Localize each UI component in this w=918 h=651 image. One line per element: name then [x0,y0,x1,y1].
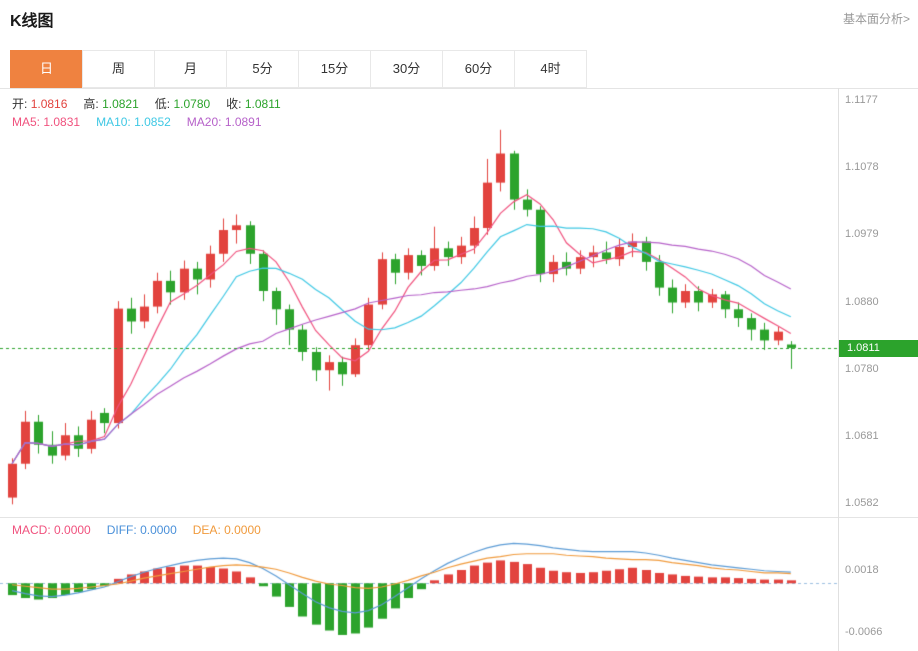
ohlc-readout: 开: 1.0816 高: 1.0821 低: 1.0780 收: 1.0811 [12,95,281,112]
macd-canvas[interactable] [0,517,838,651]
price-axis-label: 1.1177 [845,94,878,106]
low-label: 低: [154,97,171,111]
ma-readout: MA5: 1.0831 MA10: 1.0852 MA20: 1.0891 [12,115,262,129]
tab-15分[interactable]: 15分 [298,50,371,88]
price-axis-label: 1.0582 [845,497,879,509]
macd-readout: MACD: 0.0000 DIFF: 0.0000 DEA: 0.0000 [12,523,261,537]
ma10-pair: MA10: 1.0852 [96,115,171,129]
ma10-value: 1.0852 [134,115,171,129]
tab-月[interactable]: 月 [154,50,227,88]
ma20-pair: MA20: 1.0891 [187,115,262,129]
macd-pair: MACD: 0.0000 [12,523,91,537]
diff-pair: DIFF: 0.0000 [107,523,177,537]
dea-label: DEA: [192,523,221,537]
low-value: 1.0780 [173,97,211,111]
kline-canvas[interactable] [0,88,838,517]
ma5-label: MA5: [12,115,41,129]
price-axis-label: 1.0681 [845,429,879,442]
price-axis-label: 1.0880 [845,295,879,308]
high-pair: 高: 1.0821 [83,95,138,112]
open-pair: 开: 1.0816 [12,95,67,112]
ma20-label: MA20: [186,115,222,129]
macd-axis-label: 0.0018 [845,564,879,576]
high-label: 高: [83,97,99,111]
low-pair: 低: 1.0780 [155,95,210,112]
fundamental-analysis-link[interactable]: 基本面分析> [842,12,910,26]
tab-5分[interactable]: 5分 [226,50,299,88]
close-value: 1.0811 [244,97,281,111]
axis-divider [838,88,839,651]
open-value: 1.0816 [30,97,68,111]
period-tab-bar: 日周月 5分 15分 30分 60分 4时 [10,50,587,88]
open-label: 开: [12,97,28,111]
ma10-label: MA10: [96,115,131,129]
macd-label: MACD: [12,523,51,537]
tab-30分[interactable]: 30分 [370,50,443,88]
close-pair: 收: 1.0811 [226,95,281,112]
tab-周[interactable]: 周 [82,50,155,88]
tab-日[interactable]: 日 [10,50,83,88]
price-axis-label: 1.0979 [845,228,879,241]
ma20-value: 1.0891 [224,115,262,129]
diff-value: 0.0000 [140,523,177,537]
close-label: 收: [226,97,242,111]
page-title: K线图 [10,13,54,30]
price-axis-label: 1.1078 [845,161,879,174]
dea-pair: DEA: 0.0000 [193,523,261,537]
macd-value: 0.0000 [54,523,91,537]
dea-value: 0.0000 [224,523,261,537]
price-axis-label: 1.0780 [845,362,879,375]
high-value: 1.0821 [102,97,139,111]
tab-4时[interactable]: 4时 [514,50,587,88]
ma5-value: 1.0831 [43,115,81,129]
diff-label: DIFF: [106,523,137,537]
macd-axis-label: -0.0066 [845,626,883,638]
current-price-badge: 1.0811 [839,340,918,357]
ma5-pair: MA5: 1.0831 [12,115,80,129]
tab-60分[interactable]: 60分 [442,50,515,88]
